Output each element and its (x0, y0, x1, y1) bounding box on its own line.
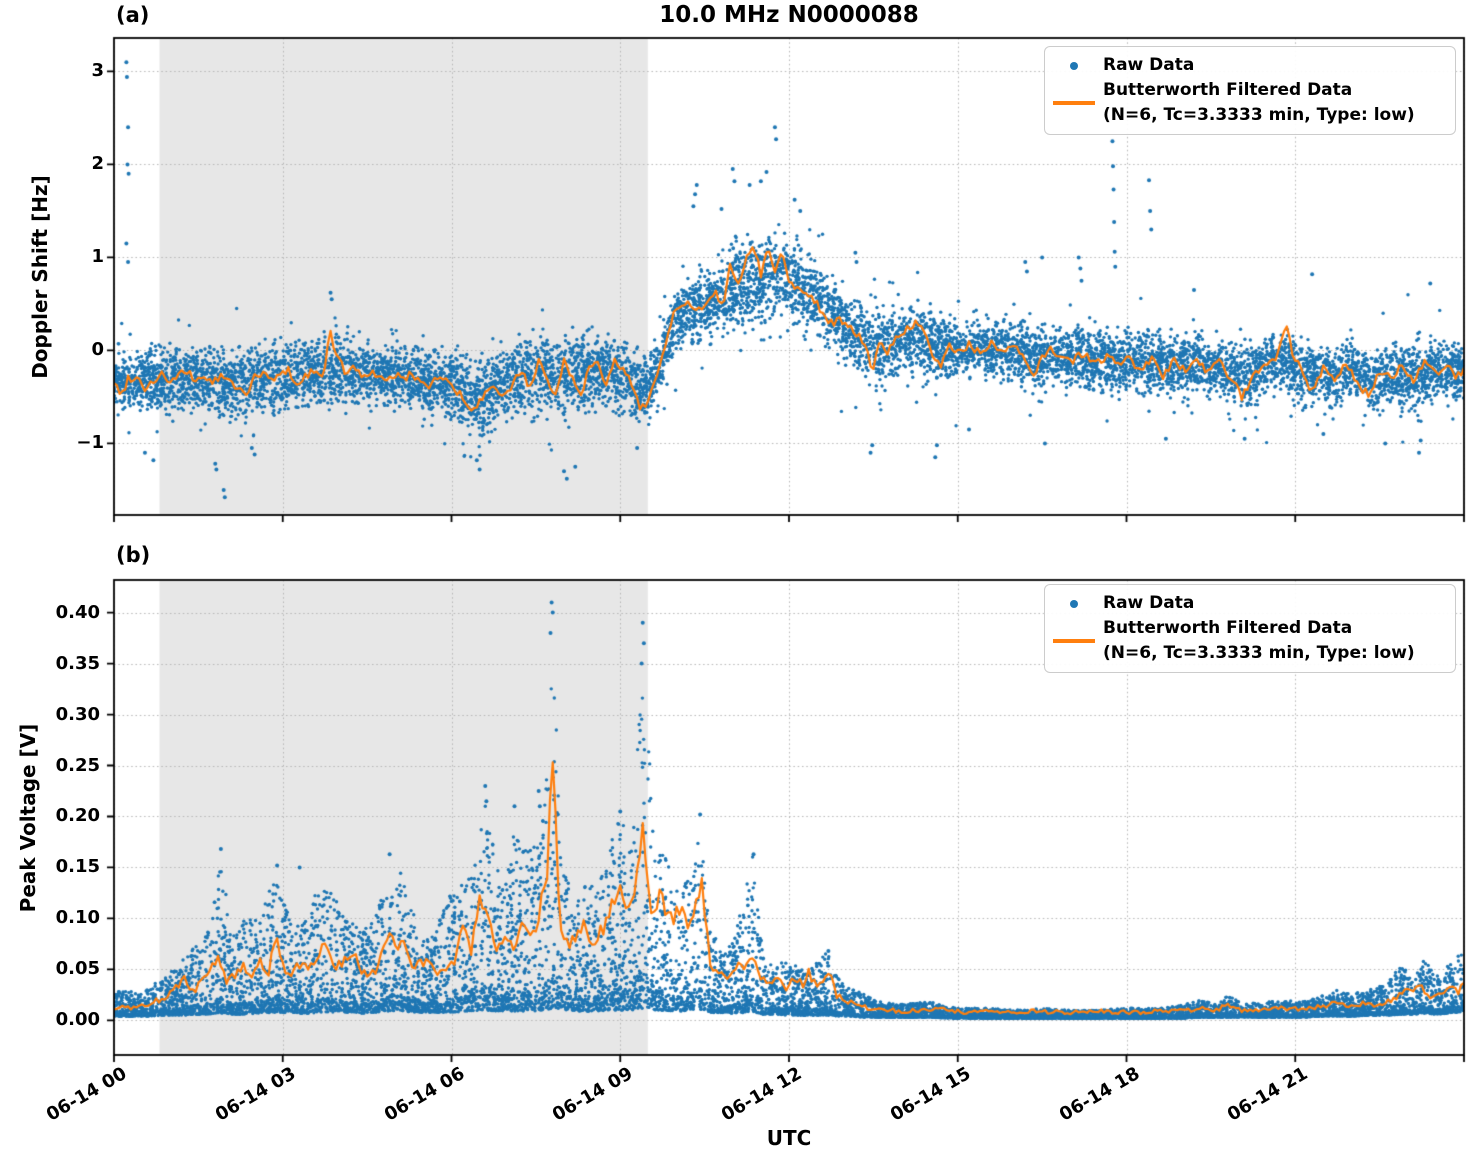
ytick-label: 0.20 (55, 805, 100, 827)
ytick-label: 0.25 (55, 754, 100, 776)
panel-b-label: (b) (116, 543, 151, 567)
legend-row-filtered: Butterworth Filtered Data (N=6, Tc=3.3333… (1045, 78, 1445, 128)
legend-row-filtered: Butterworth Filtered Data (N=6, Tc=3.3333… (1045, 616, 1445, 666)
ytick-label: 0.35 (55, 652, 100, 674)
ytick-label: 3 (91, 60, 104, 82)
chart-title: 10.0 MHz N0000088 (659, 2, 919, 28)
x-axis-label: UTC (766, 1126, 812, 1150)
ytick-label: 0.05 (55, 958, 100, 980)
filtered-line-icon (1053, 101, 1095, 105)
legend-raw-label: Raw Data (1103, 55, 1195, 75)
legend-raw-label: Raw Data (1103, 593, 1195, 613)
ytick-label: 0.15 (55, 856, 100, 878)
legend-filtered-label-line1: Butterworth Filtered Data (1103, 618, 1353, 638)
panel-a-label: (a) (116, 3, 150, 27)
raw-data-dot-icon (1070, 599, 1078, 608)
legend-filtered-label-line1: Butterworth Filtered Data (1103, 80, 1353, 100)
ytick-label: 0.00 (55, 1009, 100, 1031)
ytick-label: 0.10 (55, 907, 100, 929)
legend-row-raw: Raw Data (1045, 591, 1445, 616)
legend-row-raw: Raw Data (1045, 53, 1445, 78)
ytick-label: 0 (91, 339, 104, 361)
legend-filtered-label-line2: (N=6, Tc=3.3333 min, Type: low) (1103, 643, 1415, 663)
ytick-label: 2 (91, 153, 104, 175)
legend-filtered-label: Butterworth Filtered Data (N=6, Tc=3.3333… (1103, 616, 1445, 666)
ytick-label: 0.40 (55, 601, 100, 623)
raw-data-dot-icon (1070, 61, 1078, 70)
ytick-label: 0.30 (55, 703, 100, 725)
panel-b-legend: Raw Data Butterworth Filtered Data (N=6, … (1044, 584, 1456, 673)
ytick-label: −1 (76, 432, 104, 454)
legend-filtered-label-line2: (N=6, Tc=3.3333 min, Type: low) (1103, 105, 1415, 125)
filtered-line-icon (1053, 639, 1095, 643)
panel-a-legend: Raw Data Butterworth Filtered Data (N=6, … (1044, 46, 1456, 135)
legend-filtered-label: Butterworth Filtered Data (N=6, Tc=3.3333… (1103, 78, 1445, 128)
ytick-label: 1 (91, 246, 104, 268)
